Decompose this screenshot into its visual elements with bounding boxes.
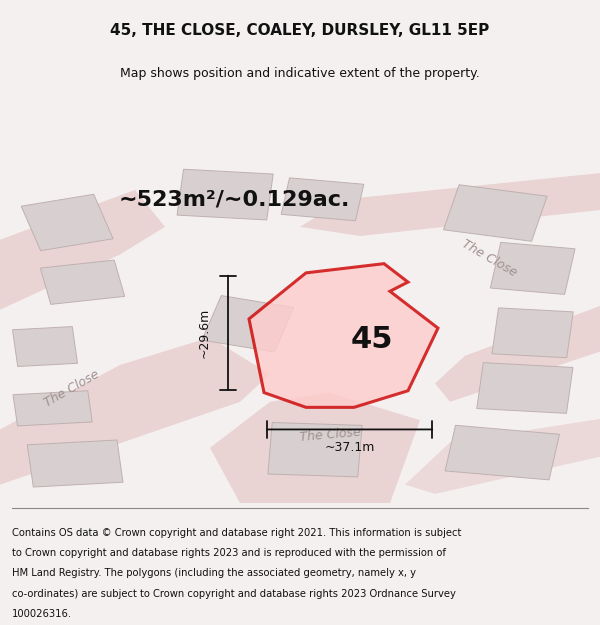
Polygon shape (27, 440, 123, 487)
Text: Contains OS data © Crown copyright and database right 2021. This information is : Contains OS data © Crown copyright and d… (12, 528, 461, 538)
Text: co-ordinates) are subject to Crown copyright and database rights 2023 Ordnance S: co-ordinates) are subject to Crown copyr… (12, 589, 456, 599)
Text: ~523m²/~0.129ac.: ~523m²/~0.129ac. (118, 189, 350, 209)
Text: The Close: The Close (459, 237, 519, 279)
Polygon shape (202, 296, 294, 352)
Text: Map shows position and indicative extent of the property.: Map shows position and indicative extent… (120, 67, 480, 80)
Polygon shape (0, 190, 165, 310)
Polygon shape (13, 391, 92, 426)
Polygon shape (40, 260, 125, 304)
Text: HM Land Registry. The polygons (including the associated geometry, namely x, y: HM Land Registry. The polygons (includin… (12, 569, 416, 579)
Polygon shape (177, 169, 273, 220)
Text: ~29.6m: ~29.6m (197, 308, 211, 358)
Text: 45, THE CLOSE, COALEY, DURSLEY, GL11 5EP: 45, THE CLOSE, COALEY, DURSLEY, GL11 5EP (110, 23, 490, 38)
Text: 100026316.: 100026316. (12, 609, 72, 619)
Text: 45: 45 (350, 324, 393, 354)
Text: to Crown copyright and database rights 2023 and is reproduced with the permissio: to Crown copyright and database rights 2… (12, 548, 446, 558)
Polygon shape (281, 178, 364, 221)
Text: The Close: The Close (299, 426, 361, 444)
Polygon shape (300, 171, 600, 236)
Text: ~37.1m: ~37.1m (325, 441, 374, 454)
Polygon shape (249, 264, 438, 408)
Polygon shape (490, 242, 575, 294)
Polygon shape (492, 308, 573, 358)
Polygon shape (445, 425, 559, 480)
Polygon shape (13, 327, 77, 366)
Polygon shape (0, 338, 270, 485)
Polygon shape (405, 416, 600, 494)
Polygon shape (443, 185, 547, 241)
Polygon shape (477, 362, 573, 413)
Polygon shape (268, 422, 362, 477)
Polygon shape (435, 301, 600, 402)
Text: The Close: The Close (42, 368, 102, 410)
Polygon shape (210, 392, 420, 503)
Polygon shape (21, 194, 113, 251)
